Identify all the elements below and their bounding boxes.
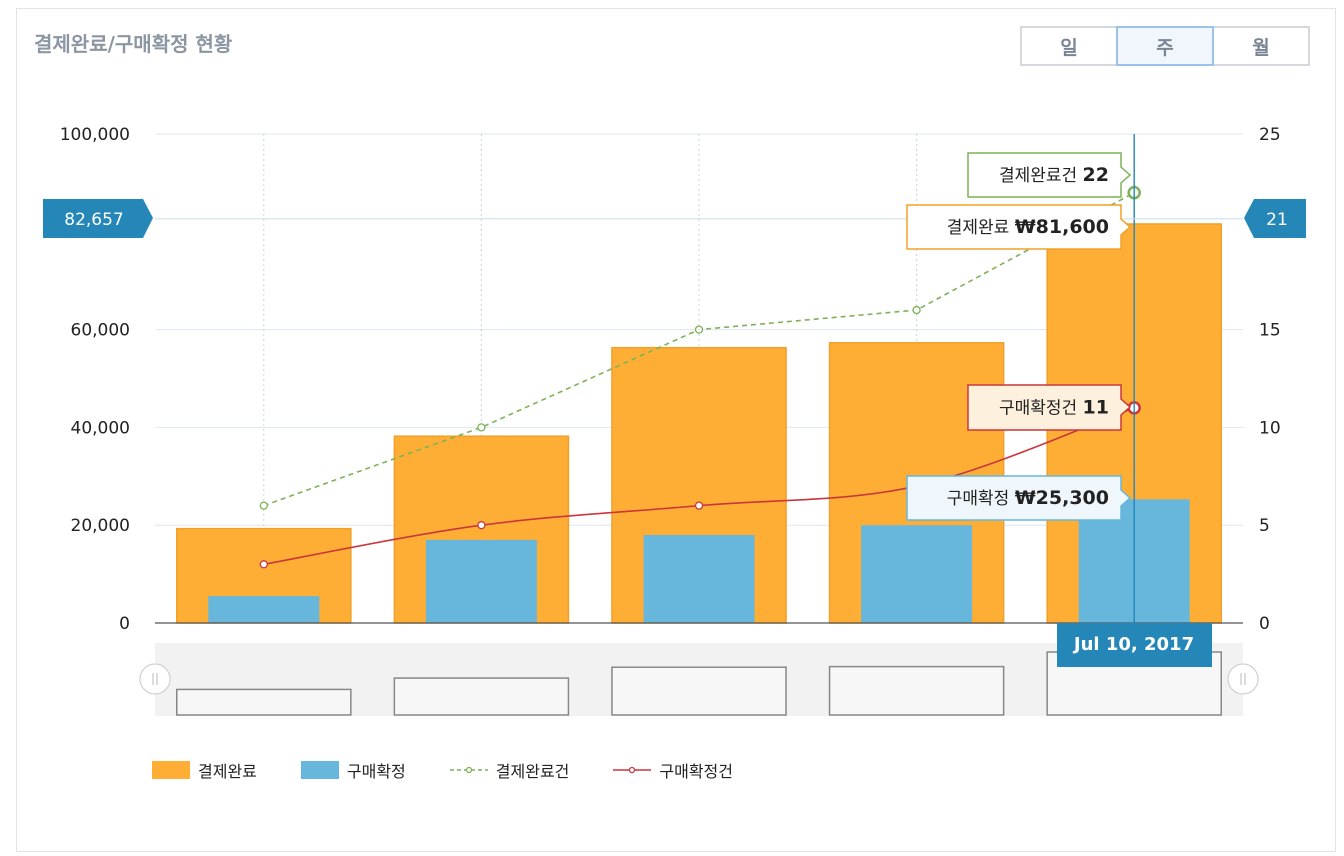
tooltip-confirm-box (906, 475, 1132, 521)
bar-confirm (425, 539, 537, 623)
tooltip-confirm-text: 구매확정 ₩25,300 (947, 487, 1109, 509)
point-confirm-count (259, 560, 268, 569)
bar-confirm (861, 525, 973, 623)
cursor-left-value: 82,657 (64, 210, 123, 230)
point-confirm-count (694, 501, 704, 510)
bar-confirm (643, 534, 755, 623)
navigator-right-handle[interactable] (1227, 663, 1259, 695)
cursor-right-value: 21 (1266, 210, 1288, 230)
legend-item-payment[interactable]: 결제완료 (152, 758, 257, 782)
legend-item-confirm[interactable]: 구매확정 (300, 758, 406, 782)
tooltip-confirm-count-text: 구매확정건 11 (999, 397, 1109, 419)
legend-swatch-confirm (300, 761, 339, 779)
point-payment-count (912, 305, 921, 315)
y-right-tick-label: 15 (1259, 321, 1281, 341)
point-payment-count (694, 325, 704, 334)
cursor-date-badge (1057, 623, 1212, 667)
y-right-tick-label: 0 (1259, 614, 1270, 634)
navigator-bar (176, 688, 352, 716)
y-left-tick-label: 0 (119, 614, 130, 634)
navigator-bar (611, 666, 787, 716)
y-right-tick-label: 10 (1259, 418, 1281, 438)
y-left-tick-label: 20,000 (71, 516, 130, 536)
period-toggle: 일 주 월 (1020, 26, 1310, 66)
cursor-date-label: Jul 10, 2017 (1072, 634, 1194, 655)
tooltip-payment-box (906, 204, 1132, 250)
legend-item-payment-count[interactable]: 결제완료건 (449, 758, 570, 782)
y-right-tick-label: 5 (1259, 516, 1270, 536)
tooltip-payment-text: 결제완료 ₩81,600 (947, 216, 1109, 238)
tooltip-payment-count-text: 결제완료건 22 (999, 164, 1109, 186)
y-left-tick-label: 100,000 (60, 125, 130, 145)
cursor-right-badge (1244, 199, 1306, 238)
chart-legend: 결제완료 구매확정 결제완료건 구매확정건 (152, 758, 777, 782)
y-right-tick-label: 25 (1259, 125, 1281, 145)
navigator-bar (828, 665, 1005, 716)
legend-label-confirm: 구매확정 (346, 762, 406, 781)
legend-swatch-payment-count (449, 766, 488, 774)
navigator-left-handle[interactable] (139, 663, 171, 695)
legend-label-confirm-count: 구매확정건 (659, 762, 733, 781)
tooltip-payment-count-box (967, 152, 1132, 198)
y-left-tick-label: 40,000 (71, 418, 130, 438)
legend-item-confirm-count[interactable]: 구매확정건 (613, 758, 733, 782)
legend-label-payment: 결제완료 (198, 762, 257, 781)
chart-title: 결제완료/구매확정 현황 (34, 32, 233, 56)
legend-swatch-payment (152, 761, 190, 779)
period-week-button[interactable]: 주 (1116, 26, 1214, 66)
point-payment-count (259, 501, 268, 510)
period-month-button[interactable]: 월 (1212, 26, 1310, 66)
period-day-button[interactable]: 일 (1020, 26, 1118, 66)
legend-label-payment-count: 결제완료건 (495, 762, 570, 781)
tooltip-confirm-count-box (967, 384, 1132, 431)
navigator-bar (393, 677, 570, 716)
point-payment-count (477, 423, 486, 432)
legend-swatch-confirm-count (613, 766, 652, 774)
bar-confirm (208, 596, 320, 623)
y-left-tick-label: 60,000 (71, 321, 130, 341)
cursor-left-badge (43, 199, 153, 238)
point-confirm-count (477, 521, 486, 530)
